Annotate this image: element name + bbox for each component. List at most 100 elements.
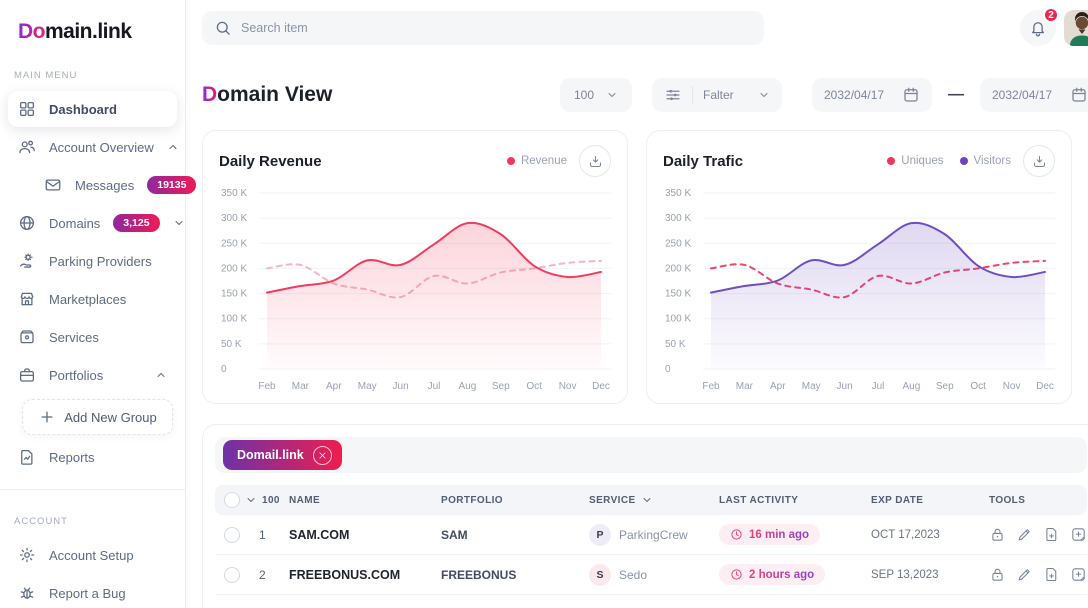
svg-text:0: 0 (665, 364, 671, 375)
notifications-button[interactable]: 2 (1020, 7, 1059, 46)
svg-text:Jun: Jun (393, 381, 409, 392)
svg-text:150 K: 150 K (221, 289, 247, 300)
tools-cell (989, 526, 1087, 543)
service-cell: S Sedo (589, 563, 719, 586)
svg-text:100 K: 100 K (221, 314, 247, 325)
exp-date: SEP 13,2023 (871, 568, 939, 581)
svg-text:100 K: 100 K (665, 314, 691, 325)
filter-dropdown[interactable]: Falter (652, 78, 782, 112)
col-service[interactable]: SERVICE (589, 494, 719, 506)
sidebar-divider (0, 489, 185, 490)
globe-icon (18, 214, 36, 232)
row-checkbox[interactable] (224, 566, 240, 583)
sidebar-item-label: Reports (49, 449, 95, 465)
svg-text:50 K: 50 K (221, 339, 242, 350)
sidebar-item-reports[interactable]: Reports (8, 439, 177, 475)
col-name: NAME (289, 494, 321, 506)
svg-text:Oct: Oct (526, 381, 542, 392)
parking-icon (18, 252, 36, 270)
service-name: ParkingCrew (619, 527, 688, 542)
sidebar-section-label: ACCOUNT (14, 516, 68, 527)
chevron-down-icon (641, 494, 653, 506)
table-row: 1 SAM.COM SAM P ParkingCrew 16 min ago OCT 17,… (215, 515, 1087, 555)
lock-icon[interactable] (989, 526, 1006, 543)
svg-text:200 K: 200 K (221, 263, 247, 274)
page-size-dropdown[interactable]: 100 (560, 78, 632, 112)
envelope-icon (44, 176, 62, 194)
sidebar-item-add-new-group[interactable]: Add New Group (22, 399, 173, 435)
sort-control[interactable]: 100 (245, 494, 289, 506)
app-logo[interactable]: Domain.link (0, 16, 185, 44)
table-body: 1 SAM.COM SAM P ParkingCrew 16 min ago OCT 17,… (215, 515, 1087, 595)
search-input[interactable] (241, 21, 752, 35)
service-cell: P ParkingCrew (589, 523, 719, 546)
chevron-up-icon (167, 141, 179, 153)
sidebar-item-report-a-bug[interactable]: Report a Bug (8, 575, 177, 608)
legend-item-visitors: Visitors (959, 155, 1011, 167)
svg-text:Mar: Mar (736, 381, 754, 392)
last-activity-cell: 2 hours ago (719, 564, 871, 585)
clock-icon (730, 568, 743, 581)
svg-text:Nov: Nov (1003, 381, 1021, 392)
sidebar-item-account-overview[interactable]: Account Overview (8, 129, 177, 165)
domain-name[interactable]: FREEBONUS.COM (289, 567, 401, 582)
select-all-checkbox[interactable] (224, 492, 240, 508)
chart-download-button[interactable] (1023, 145, 1055, 177)
sidebar-item-services[interactable]: Services (8, 319, 177, 355)
users-icon (18, 138, 36, 156)
svg-text:Dec: Dec (1036, 381, 1054, 392)
user-avatar[interactable] (1064, 10, 1088, 46)
sidebar-item-label: Account Setup (49, 547, 134, 563)
note-add-icon[interactable] (1070, 566, 1087, 583)
sidebar-item-parking-providers[interactable]: Parking Providers (8, 243, 177, 279)
note-add-icon[interactable] (1070, 526, 1087, 543)
file-add-icon[interactable] (1043, 526, 1060, 543)
svg-text:Mar: Mar (292, 381, 310, 392)
tools-cell (989, 566, 1087, 583)
edit-icon[interactable] (1016, 526, 1033, 543)
chevron-down-icon (245, 494, 257, 506)
sidebar-item-label: Messages (75, 177, 135, 193)
download-icon (1033, 155, 1045, 167)
legend-dot (959, 157, 968, 165)
date-from-picker[interactable]: 2032/04/17 (812, 78, 932, 112)
activity-text: 16 min ago (749, 528, 810, 541)
chip-close-button[interactable] (312, 445, 332, 465)
service-name: Sedo (619, 567, 648, 582)
svg-text:Oct: Oct (970, 381, 986, 392)
sidebar-item-messages[interactable]: Messages 19135 (34, 167, 197, 203)
chart-legend: Uniques Visitors (887, 155, 1011, 167)
avatar-image (1064, 10, 1088, 46)
sidebar-item-label: Domains (49, 215, 101, 231)
row-number: 1 (259, 527, 266, 542)
bell-icon (1029, 19, 1047, 37)
chart-plot: 350 K 300 K 250 K 200 K 150 K 100 K 50 K 0 Feb Ma… (665, 188, 1055, 392)
edit-icon[interactable] (1016, 566, 1033, 583)
chart-download-button[interactable] (579, 145, 611, 177)
sidebar-item-domains[interactable]: Domains 3,125 (8, 205, 183, 241)
sidebar-item-marketplaces[interactable]: Marketplaces (8, 281, 177, 317)
domain-name[interactable]: SAM.COM (289, 527, 350, 542)
search-icon (214, 19, 232, 37)
svg-text:Jul: Jul (872, 381, 885, 392)
download-icon (589, 155, 601, 167)
page-header: Domain View 100 Falter 2032/04/17 — 2032… (202, 78, 1088, 112)
file-add-icon[interactable] (1043, 566, 1060, 583)
briefcase-icon (18, 366, 36, 384)
sidebar-item-account-setup[interactable]: Account Setup (8, 537, 177, 573)
svg-text:300 K: 300 K (665, 213, 691, 224)
gear-icon (18, 546, 36, 564)
svg-text:0: 0 (221, 364, 227, 375)
filter-chip[interactable]: Domail.link (223, 440, 342, 470)
svg-text:Nov: Nov (559, 381, 577, 392)
lock-icon[interactable] (989, 566, 1006, 583)
dashboard-icon (18, 100, 36, 118)
sidebar-item-dashboard[interactable]: Dashboard (8, 91, 177, 127)
services-icon (18, 328, 36, 346)
sidebar-item-portfolios[interactable]: Portfolios (8, 357, 177, 393)
row-checkbox[interactable] (224, 526, 240, 543)
date-to-picker[interactable]: 2032/04/17 (980, 78, 1088, 112)
legend-dot (887, 157, 896, 165)
plus-icon (38, 408, 56, 426)
search-box[interactable] (202, 11, 764, 45)
